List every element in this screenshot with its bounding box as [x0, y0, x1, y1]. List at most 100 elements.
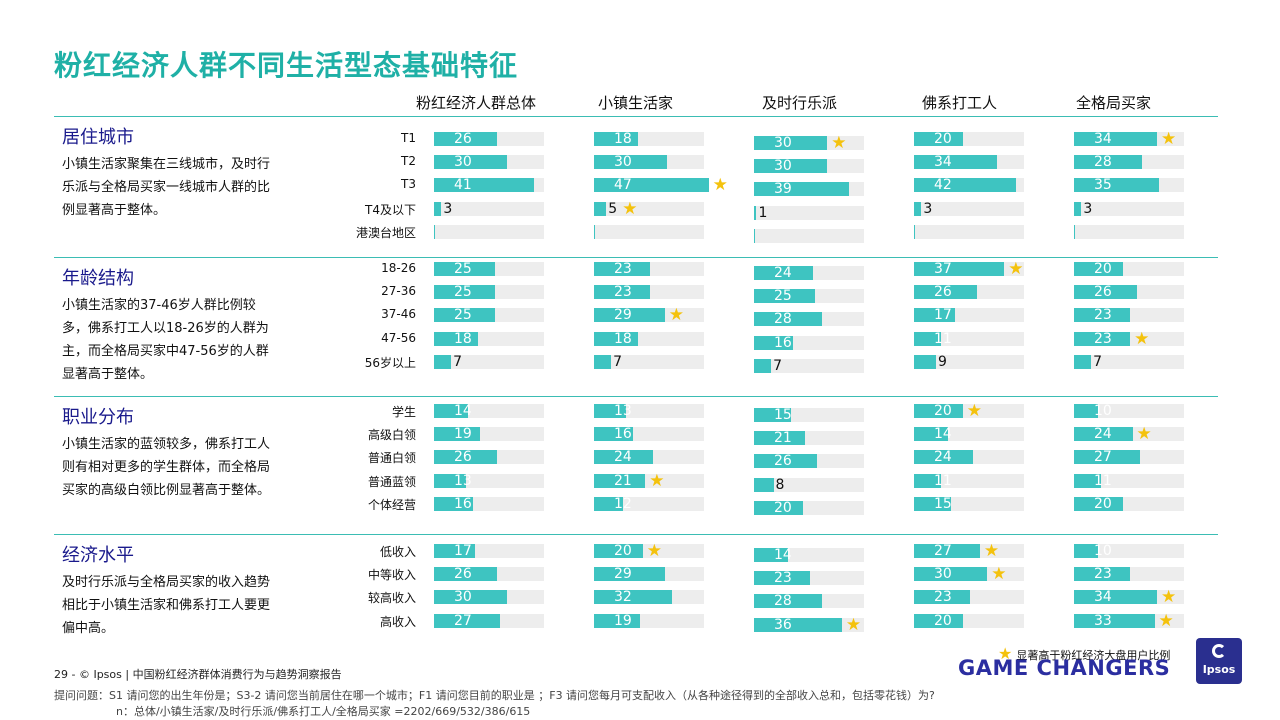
- row-label: 普通白领: [367, 451, 416, 466]
- bar-track: [594, 224, 704, 239]
- data-label: 25: [774, 288, 792, 305]
- data-label: 36: [774, 616, 792, 633]
- data-label: 27: [1094, 449, 1112, 466]
- star-icon: ★: [831, 133, 847, 153]
- bar: [754, 335, 794, 350]
- data-label: 3: [923, 200, 933, 217]
- bar: [914, 201, 922, 216]
- bar: [434, 427, 481, 442]
- footer-page-info: 29 - © Ipsos | 中国粉红经济群体消费行为与趋势洞察报告: [54, 668, 342, 681]
- data-label: 26: [454, 566, 472, 583]
- column-header: 小镇生活家: [598, 94, 674, 112]
- legend: ★ 显著高于粉红经济大盘用户比例: [998, 644, 1170, 663]
- row-label: 高收入: [379, 614, 416, 629]
- star-icon: ★: [983, 541, 1000, 561]
- bar-track: [1074, 404, 1184, 418]
- bar: [754, 594, 823, 609]
- bar: [434, 354, 452, 369]
- data-label: 26: [454, 131, 472, 147]
- bar-track: [1074, 473, 1184, 488]
- data-label: 24: [1094, 426, 1112, 443]
- bar-track: [914, 354, 1024, 369]
- bar: [914, 224, 915, 239]
- section-title: 经济水平: [62, 545, 134, 566]
- bar: [754, 500, 803, 515]
- row-label: 47-56: [381, 330, 416, 345]
- bar: [1074, 132, 1157, 146]
- bar: [594, 404, 626, 418]
- data-label: 41: [454, 177, 472, 194]
- bar: [1074, 354, 1092, 369]
- data-label: 11: [934, 330, 952, 347]
- data-label: 30: [454, 154, 472, 171]
- data-label: 26: [454, 449, 472, 466]
- bar: [594, 178, 709, 193]
- data-label: 5: [608, 200, 618, 217]
- bar: [434, 450, 498, 465]
- bar-track: [1074, 224, 1184, 239]
- bar: [914, 331, 941, 346]
- bar: [754, 182, 850, 197]
- data-label: 30: [614, 154, 632, 171]
- data-label: 30: [454, 589, 472, 606]
- star-icon: ★: [622, 198, 638, 219]
- bar: [754, 358, 772, 373]
- bar: [1074, 285, 1138, 300]
- row-label: 中等收入: [367, 568, 416, 583]
- data-label: 11: [1094, 472, 1112, 489]
- row-label: 27-36: [381, 284, 416, 299]
- bar: [914, 354, 936, 369]
- bar-track: [434, 354, 544, 369]
- star-icon: ★: [649, 470, 665, 491]
- row-label: T2: [401, 154, 416, 169]
- bar: [754, 312, 823, 327]
- data-label: 23: [1094, 330, 1112, 347]
- data-label: 3: [443, 200, 453, 217]
- bar: [594, 155, 668, 170]
- star-icon: ★: [1008, 259, 1024, 279]
- data-label: 39: [774, 181, 792, 198]
- data-label: 30: [934, 566, 952, 583]
- data-label: 14: [774, 547, 792, 563]
- bar: [594, 285, 651, 300]
- section-title: 年龄结构: [62, 268, 134, 289]
- bar: [434, 132, 498, 146]
- bar: [594, 308, 665, 323]
- section-title: 职业分布: [62, 407, 134, 428]
- bar-track: [1074, 544, 1184, 558]
- ipsos-logo: Ipsos: [1196, 638, 1242, 684]
- bar: [1074, 201, 1082, 216]
- data-label: 29: [614, 307, 632, 324]
- bar: [914, 613, 963, 628]
- legend-label: 显著高于粉红经济大盘用户比例: [1016, 649, 1171, 662]
- star-icon: ★: [998, 644, 1013, 663]
- bar: [434, 567, 498, 582]
- data-label: 14: [934, 426, 952, 443]
- bar: [434, 496, 474, 511]
- bar-track: [434, 201, 544, 216]
- data-label: 24: [614, 449, 632, 466]
- star-icon: ★: [668, 305, 684, 326]
- bar: [914, 590, 971, 605]
- section-divider: [54, 534, 1218, 535]
- star-icon: ★: [845, 614, 862, 635]
- data-label: 19: [454, 426, 472, 443]
- bar: [1074, 590, 1157, 605]
- bar: [914, 178, 1017, 193]
- page-title: 粉红经济人群不同生活型态基础特征: [54, 49, 519, 82]
- column-header: 全格局买家: [1076, 94, 1152, 112]
- row-label: 56岁以上: [364, 355, 416, 370]
- data-label: 25: [454, 284, 472, 301]
- bar-track: [914, 473, 1024, 488]
- bar: [594, 201, 607, 216]
- bar-track: [594, 354, 704, 369]
- bar: [754, 454, 818, 469]
- data-label: 14: [454, 403, 472, 419]
- data-label: 7: [773, 357, 782, 374]
- bar: [594, 544, 643, 558]
- section-divider: [54, 396, 1218, 397]
- data-label: 34: [1094, 131, 1112, 147]
- data-label: 24: [774, 265, 792, 281]
- bar: [1074, 567, 1131, 582]
- bar: [594, 132, 638, 146]
